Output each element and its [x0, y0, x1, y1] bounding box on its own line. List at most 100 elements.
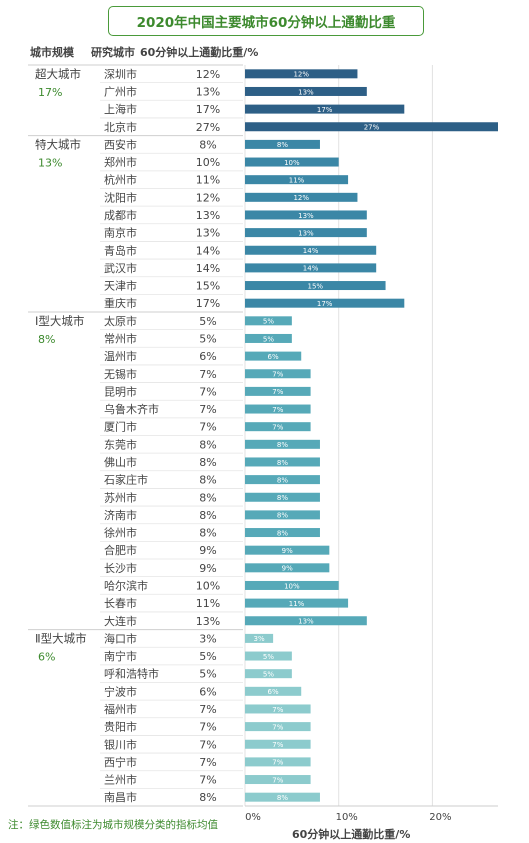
city-label: 武汉市 [104, 261, 137, 275]
bar-data-label: 9% [282, 547, 293, 555]
bar-data-label: 5% [263, 335, 274, 343]
bar-data-label: 13% [298, 229, 314, 237]
city-label: 常州市 [104, 331, 137, 345]
city-label: 长沙市 [104, 561, 137, 575]
city-label: 南宁市 [104, 649, 137, 663]
bar [245, 792, 320, 802]
city-label: 昆明市 [104, 384, 137, 398]
bar-data-label: 11% [289, 176, 305, 184]
bar-data-label: 7% [272, 406, 283, 414]
value-label: 7% [199, 403, 216, 416]
city-label: 无锡市 [104, 367, 137, 381]
bar-data-label: 9% [282, 565, 293, 573]
city-label: 东莞市 [104, 437, 137, 451]
bar [245, 122, 498, 132]
bar-data-label: 8% [277, 494, 288, 502]
city-label: 济南市 [104, 508, 137, 522]
value-label: 15% [196, 280, 220, 293]
value-label: 3% [199, 632, 216, 645]
x-axis-label: 60分钟以上通勤比重/% [292, 828, 411, 841]
bar-data-label: 5% [263, 653, 274, 661]
value-label: 17% [196, 103, 220, 116]
city-label: 重庆市 [104, 296, 137, 310]
value-label: 12% [196, 68, 220, 81]
x-tick-label: 20% [429, 812, 451, 823]
bar [245, 651, 292, 661]
value-label: 5% [199, 668, 216, 681]
group-mean-label: 13% [38, 157, 62, 170]
value-label: 12% [196, 191, 220, 204]
value-label: 7% [199, 721, 216, 734]
value-label: 13% [196, 615, 220, 628]
bar [245, 580, 339, 590]
header-city-scale: 城市规模 [30, 46, 74, 59]
city-label: 佛山市 [104, 455, 137, 469]
bar [245, 633, 274, 643]
city-label: 徐州市 [104, 526, 137, 540]
footnote: 注：绿色数值标注为城市规模分类的指标均值 [8, 819, 218, 831]
bar [245, 563, 330, 573]
bar-data-label: 7% [272, 388, 283, 396]
bar [245, 351, 302, 361]
header-value: 60分钟以上通勤比重/% [140, 46, 259, 59]
bar [245, 475, 320, 485]
city-label: 上海市 [104, 102, 137, 116]
value-label: 17% [196, 297, 220, 310]
group-label: 特大城市 [35, 138, 81, 152]
group-label: 超大城市 [35, 67, 81, 81]
value-label: 27% [196, 121, 220, 134]
value-label: 7% [199, 756, 216, 769]
value-label: 14% [196, 244, 220, 257]
bar [245, 457, 320, 467]
value-label: 8% [199, 438, 216, 451]
bar [245, 139, 320, 149]
bar-data-label: 14% [303, 265, 319, 273]
bar-data-label: 10% [284, 582, 300, 590]
value-label: 8% [199, 474, 216, 487]
bar-data-label: 27% [364, 124, 380, 132]
city-label: 西宁市 [104, 755, 137, 769]
value-label: 11% [196, 174, 220, 187]
bar [245, 369, 311, 379]
city-label: 福州市 [104, 702, 137, 716]
bar [245, 69, 358, 79]
value-label: 13% [196, 209, 220, 222]
bar-data-label: 17% [317, 300, 333, 308]
bar [245, 157, 339, 167]
value-label: 7% [199, 421, 216, 434]
bar-data-label: 7% [272, 723, 283, 731]
x-tick-label: 0% [245, 812, 261, 823]
bar-data-label: 8% [277, 794, 288, 802]
value-label: 6% [199, 350, 216, 363]
header-research-city: 研究城市 [91, 46, 135, 59]
bar-data-label: 13% [298, 212, 314, 220]
city-label: 呼和浩特市 [104, 667, 159, 681]
value-label: 8% [199, 509, 216, 522]
bar [245, 510, 320, 520]
bar-data-label: 15% [307, 282, 323, 290]
value-label: 8% [199, 456, 216, 469]
value-label: 6% [199, 685, 216, 698]
value-label: 9% [199, 544, 216, 557]
value-label: 11% [196, 597, 220, 610]
bar [245, 545, 330, 555]
bar-data-label: 5% [263, 318, 274, 326]
bar-data-label: 7% [272, 371, 283, 379]
bar [245, 739, 311, 749]
bar [245, 298, 405, 308]
city-label: 天津市 [104, 279, 137, 293]
city-label: 乌鲁木齐市 [104, 402, 159, 416]
bar-data-label: 7% [272, 759, 283, 767]
bar-data-label: 8% [277, 476, 288, 484]
city-label: 杭州市 [104, 173, 137, 187]
group-mean-label: 8% [38, 333, 55, 346]
bar [245, 404, 311, 414]
chart-title: 2020年中国主要城市60分钟以上通勤比重 [108, 6, 424, 36]
bar [245, 686, 302, 696]
bar-data-label: 8% [277, 141, 288, 149]
bar-data-label: 11% [289, 600, 305, 608]
city-label: 大连市 [104, 614, 137, 628]
city-label: 厦门市 [104, 420, 137, 434]
city-label: 温州市 [104, 349, 137, 363]
